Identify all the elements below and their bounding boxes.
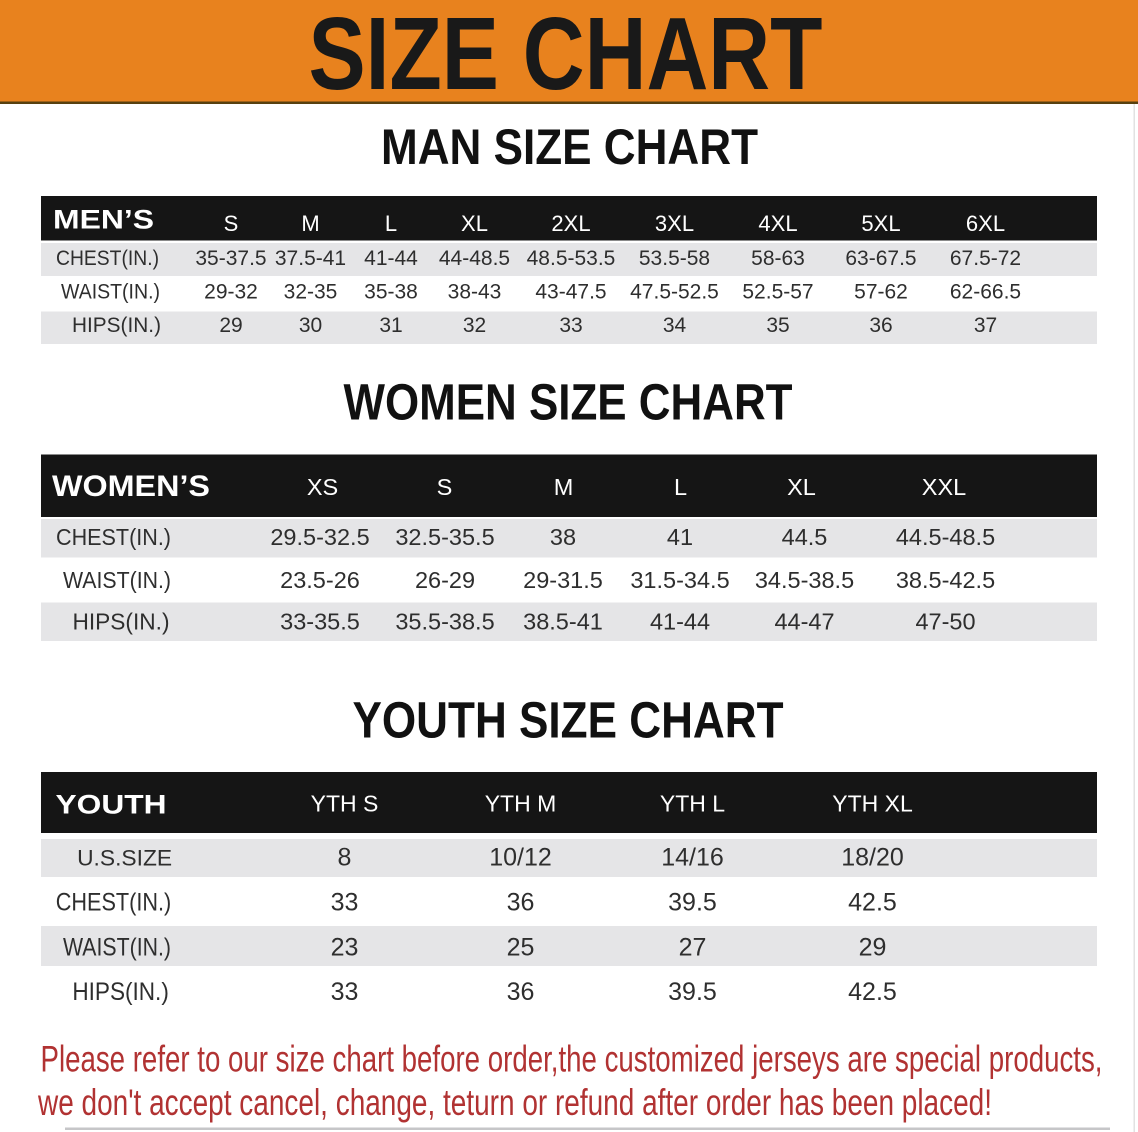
svg-text:58-63: 58-63 xyxy=(751,247,805,270)
svg-text:42.5: 42.5 xyxy=(848,889,897,917)
svg-text:48.5-53.5: 48.5-53.5 xyxy=(527,247,616,270)
svg-text:23.5-26: 23.5-26 xyxy=(280,567,360,593)
svg-text:39.5: 39.5 xyxy=(668,889,717,917)
svg-text:37: 37 xyxy=(974,314,997,337)
svg-text:MAN SIZE CHART: MAN SIZE CHART xyxy=(381,119,758,175)
svg-text:62-66.5: 62-66.5 xyxy=(950,281,1021,304)
svg-text:39.5: 39.5 xyxy=(668,978,717,1006)
svg-text:31.5-34.5: 31.5-34.5 xyxy=(630,567,729,593)
svg-text:WOMEN SIZE CHART: WOMEN SIZE CHART xyxy=(344,373,793,430)
svg-text:32: 32 xyxy=(463,314,486,337)
svg-text:36: 36 xyxy=(507,889,535,917)
svg-text:31: 31 xyxy=(379,314,402,337)
svg-text:L: L xyxy=(674,474,687,500)
svg-text:47-50: 47-50 xyxy=(915,609,975,635)
svg-text:CHEST(IN.): CHEST(IN.) xyxy=(56,247,159,270)
svg-text:CHEST(IN.): CHEST(IN.) xyxy=(56,524,171,550)
svg-text:67.5-72: 67.5-72 xyxy=(950,247,1021,270)
svg-text:29: 29 xyxy=(859,934,887,962)
svg-text:29-32: 29-32 xyxy=(204,281,258,304)
svg-text:29-31.5: 29-31.5 xyxy=(523,567,603,593)
svg-text:10/12: 10/12 xyxy=(489,844,552,872)
svg-text:we don't accept cancel, change: we don't accept cancel, change, teturn o… xyxy=(37,1081,992,1123)
svg-text:HIPS(IN.): HIPS(IN.) xyxy=(73,609,170,635)
svg-text:26-29: 26-29 xyxy=(415,567,475,593)
svg-text:Please refer to our size chart: Please refer to our size chart before or… xyxy=(41,1038,1103,1080)
svg-text:WAIST(IN.): WAIST(IN.) xyxy=(63,934,171,962)
svg-text:38.5-42.5: 38.5-42.5 xyxy=(896,567,995,593)
svg-text:6XL: 6XL xyxy=(966,211,1005,236)
svg-text:35-38: 35-38 xyxy=(364,281,418,304)
svg-text:41: 41 xyxy=(667,524,693,550)
svg-text:YOUTH: YOUTH xyxy=(56,790,167,820)
svg-text:S: S xyxy=(437,474,453,500)
svg-text:27: 27 xyxy=(679,934,707,962)
svg-text:23: 23 xyxy=(331,934,359,962)
svg-text:WOMEN’S: WOMEN’S xyxy=(52,470,210,503)
svg-text:63-67.5: 63-67.5 xyxy=(845,247,916,270)
svg-text:53.5-58: 53.5-58 xyxy=(639,247,710,270)
svg-text:38.5-41: 38.5-41 xyxy=(523,609,603,635)
svg-text:MEN’S: MEN’S xyxy=(53,205,154,235)
svg-text:52.5-57: 52.5-57 xyxy=(742,281,813,304)
svg-text:37.5-41: 37.5-41 xyxy=(275,247,346,270)
svg-text:XS: XS xyxy=(307,474,338,500)
svg-text:8: 8 xyxy=(338,844,352,872)
svg-text:3XL: 3XL xyxy=(655,211,694,236)
svg-text:WAIST(IN.): WAIST(IN.) xyxy=(63,567,171,593)
svg-text:34.5-38.5: 34.5-38.5 xyxy=(755,567,854,593)
svg-text:38-43: 38-43 xyxy=(448,281,502,304)
svg-text:44-47: 44-47 xyxy=(774,609,834,635)
svg-text:38: 38 xyxy=(550,524,576,550)
svg-text:YTH XL: YTH XL xyxy=(832,791,913,817)
svg-text:18/20: 18/20 xyxy=(841,844,904,872)
svg-text:SIZE CHART: SIZE CHART xyxy=(309,0,823,111)
svg-text:35.5-38.5: 35.5-38.5 xyxy=(395,609,494,635)
svg-text:YTH S: YTH S xyxy=(311,791,379,817)
svg-text:33-35.5: 33-35.5 xyxy=(280,609,360,635)
svg-text:29: 29 xyxy=(219,314,242,337)
svg-text:32.5-35.5: 32.5-35.5 xyxy=(395,524,494,550)
svg-text:HIPS(IN.): HIPS(IN.) xyxy=(72,314,161,337)
svg-text:42.5: 42.5 xyxy=(848,978,897,1006)
svg-text:30: 30 xyxy=(299,314,322,337)
svg-text:XXL: XXL xyxy=(922,474,966,500)
svg-text:41-44: 41-44 xyxy=(364,247,418,270)
svg-text:41-44: 41-44 xyxy=(650,609,710,635)
svg-text:M: M xyxy=(301,211,319,236)
svg-text:44.5: 44.5 xyxy=(782,524,828,550)
svg-text:33: 33 xyxy=(331,889,359,917)
svg-text:34: 34 xyxy=(663,314,687,337)
svg-text:44.5-48.5: 44.5-48.5 xyxy=(896,524,995,550)
svg-text:33: 33 xyxy=(559,314,582,337)
svg-text:44-48.5: 44-48.5 xyxy=(439,247,510,270)
svg-text:CHEST(IN.): CHEST(IN.) xyxy=(56,889,172,917)
svg-text:XL: XL xyxy=(787,474,816,500)
svg-text:M: M xyxy=(554,474,574,500)
svg-text:U.S.SIZE: U.S.SIZE xyxy=(77,846,172,871)
svg-text:33: 33 xyxy=(331,978,359,1006)
svg-text:29.5-32.5: 29.5-32.5 xyxy=(270,524,369,550)
svg-text:25: 25 xyxy=(507,934,535,962)
svg-text:YTH L: YTH L xyxy=(660,791,725,817)
svg-text:32-35: 32-35 xyxy=(284,281,338,304)
svg-text:4XL: 4XL xyxy=(758,211,797,236)
svg-text:14/16: 14/16 xyxy=(661,844,724,872)
svg-text:36: 36 xyxy=(507,978,535,1006)
svg-text:57-62: 57-62 xyxy=(854,281,908,304)
svg-text:S: S xyxy=(224,211,239,236)
svg-text:L: L xyxy=(385,211,397,236)
svg-text:2XL: 2XL xyxy=(551,211,590,236)
svg-text:XL: XL xyxy=(461,211,488,236)
svg-text:35-37.5: 35-37.5 xyxy=(195,247,266,270)
svg-text:36: 36 xyxy=(869,314,892,337)
svg-text:YTH M: YTH M xyxy=(485,791,557,817)
svg-text:HIPS(IN.): HIPS(IN.) xyxy=(72,978,169,1006)
svg-text:35: 35 xyxy=(766,314,789,337)
svg-text:YOUTH SIZE CHART: YOUTH SIZE CHART xyxy=(353,691,784,748)
svg-text:WAIST(IN.): WAIST(IN.) xyxy=(61,281,160,304)
svg-text:47.5-52.5: 47.5-52.5 xyxy=(630,281,719,304)
svg-text:43-47.5: 43-47.5 xyxy=(535,281,606,304)
svg-text:5XL: 5XL xyxy=(861,211,900,236)
